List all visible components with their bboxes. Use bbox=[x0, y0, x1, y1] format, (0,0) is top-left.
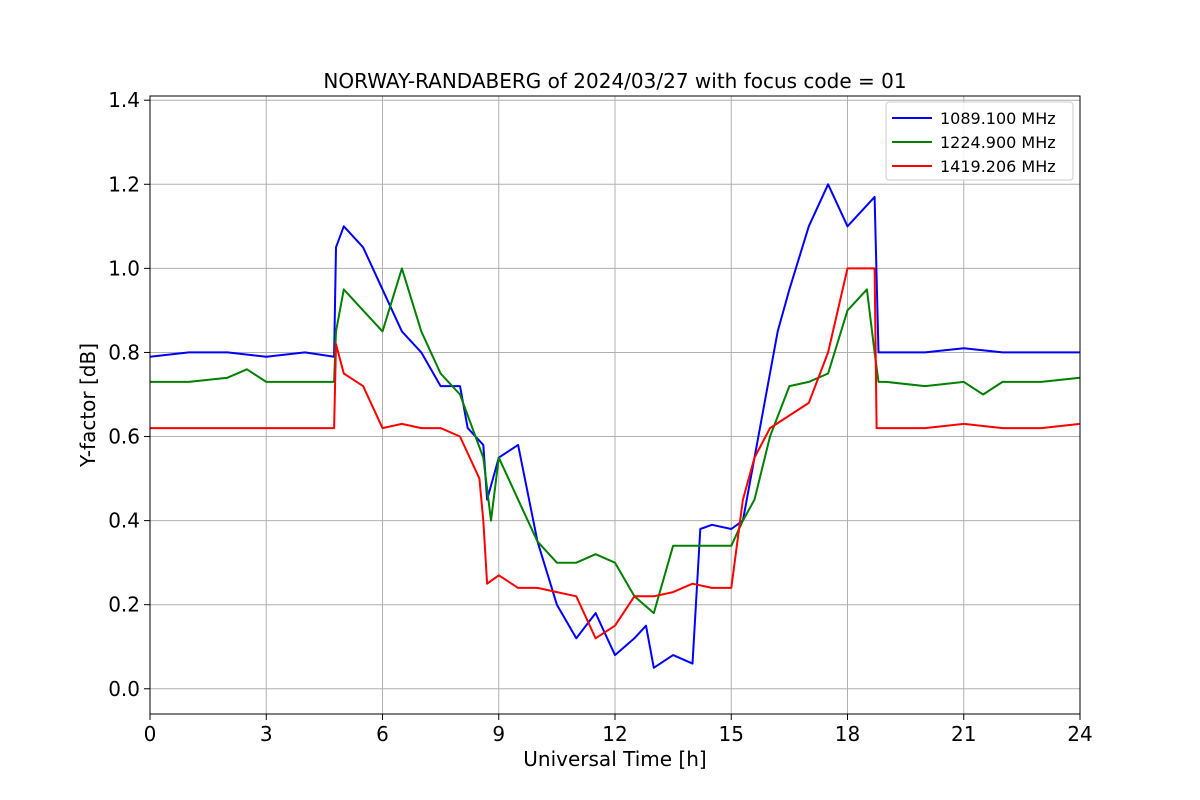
y-tick-label: 0.4 bbox=[108, 509, 140, 533]
y-tick-label: 0.0 bbox=[108, 677, 140, 701]
series-line-3 bbox=[150, 267, 1080, 640]
legend: 1089.100 MHz 1224.900 MHz 1419.206 MHz bbox=[885, 101, 1074, 181]
x-tick-label: 18 bbox=[835, 722, 860, 746]
legend-label-3: 1419.206 MHz bbox=[940, 157, 1056, 176]
legend-label-2: 1224.900 MHz bbox=[940, 133, 1056, 152]
series-lines bbox=[150, 183, 1080, 669]
axis-ticks: 0 3 6 9 12 15 18 21 24 0.0 0.2 0.4 0.6 0.8 1.0 1.2 1.4 bbox=[108, 88, 1093, 746]
y-tick-label: 0.8 bbox=[108, 340, 140, 364]
y-tick-label: 1.0 bbox=[108, 256, 140, 280]
series-line-1 bbox=[150, 183, 1080, 669]
y-tick-label: 0.2 bbox=[108, 593, 140, 617]
chart-title: NORWAY-RANDABERG of 2024/03/27 with focu… bbox=[323, 69, 906, 93]
legend-box bbox=[885, 101, 1074, 181]
x-tick-label: 24 bbox=[1067, 722, 1092, 746]
x-tick-label: 12 bbox=[602, 722, 627, 746]
x-axis-label: Universal Time [h] bbox=[523, 747, 706, 771]
legend-label-1: 1089.100 MHz bbox=[940, 109, 1056, 128]
y-tick-label: 1.4 bbox=[108, 88, 140, 112]
x-tick-label: 9 bbox=[492, 722, 505, 746]
y-tick-label: 0.6 bbox=[108, 425, 140, 449]
x-tick-label: 6 bbox=[376, 722, 389, 746]
x-tick-label: 21 bbox=[951, 722, 976, 746]
x-tick-label: 15 bbox=[719, 722, 744, 746]
x-tick-label: 3 bbox=[260, 722, 273, 746]
x-tick-label: 0 bbox=[144, 722, 157, 746]
y-tick-label: 1.2 bbox=[108, 172, 140, 196]
y-axis-label: Y-factor [dB] bbox=[76, 343, 100, 468]
